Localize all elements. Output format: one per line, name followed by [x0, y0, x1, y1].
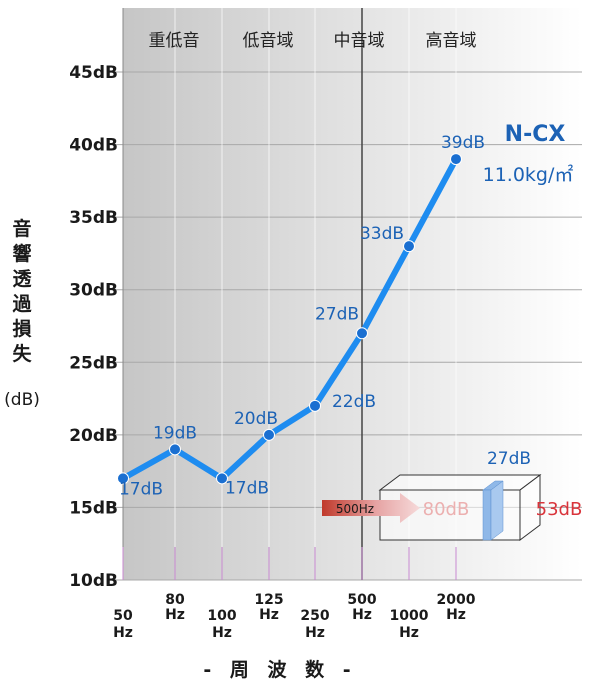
x-tick-label: 125	[254, 592, 283, 608]
y-tick-label: 10dB	[69, 571, 118, 591]
x-axis-label: - 周 波 数 -	[203, 659, 357, 681]
data-point	[263, 428, 275, 441]
box-top-face	[378, 474, 542, 491]
frequency-band-labels: 重低音 低音域 中音域 高音域	[149, 31, 477, 51]
x-tick-unit: Hz	[305, 625, 325, 641]
y-tick-label: 35dB	[69, 208, 118, 228]
y-tick-label: 15dB	[69, 498, 118, 518]
band-label: 中音域	[334, 31, 385, 51]
x-tick-unit: Hz	[259, 607, 279, 623]
data-point	[356, 327, 368, 340]
x-tick-unit: Hz	[399, 625, 419, 641]
x-tick-label: 500	[347, 592, 376, 608]
y-tick-label: 30dB	[69, 281, 118, 301]
x-tick-label: 80	[165, 592, 185, 608]
x-tick-unit: Hz	[113, 625, 133, 641]
data-label: 22dB	[332, 392, 376, 412]
gridlines	[115, 8, 582, 581]
y-axis-label-char: 音	[12, 218, 32, 240]
y-tick-label: 40dB	[69, 136, 118, 156]
x-tick-label: 100	[207, 608, 236, 624]
x-tick-label: 50	[113, 608, 133, 624]
y-tick-label: 25dB	[69, 353, 118, 373]
band-label: 重低音	[149, 31, 200, 51]
x-tick-unit: Hz	[212, 625, 232, 641]
data-label: 19dB	[153, 423, 197, 443]
band-label: 高音域	[426, 31, 477, 51]
data-label: 27dB	[315, 304, 359, 324]
y-tick-label: 45dB	[69, 63, 118, 83]
y-axis-label-char: 損	[12, 318, 32, 340]
data-point	[309, 399, 321, 412]
data-point	[450, 153, 462, 166]
data-point	[216, 472, 228, 485]
inset-result-level: 53dB	[536, 499, 583, 520]
series-line	[120, 156, 459, 482]
y-axis-label-char: 失	[12, 343, 32, 365]
inset-source-label: 500Hz	[336, 502, 374, 516]
x-tick-unit: Hz	[352, 607, 372, 623]
x-tick-label: 1000	[390, 608, 429, 624]
series-n-cx: 17dB 19dB 17dB 20dB 22dB 27dB 33dB 39dB N-CX 11.0…	[117, 122, 574, 499]
data-point	[169, 443, 181, 456]
data-label: 33dB	[360, 224, 404, 244]
sound-arrow	[322, 493, 420, 523]
series-name: N-CX	[505, 122, 566, 147]
x-tick-unit: Hz	[446, 607, 466, 623]
inset-source-level: 80dB	[423, 499, 470, 520]
y-axis-unit-label: (dB)	[4, 390, 40, 410]
y-axis-label-char: 透	[12, 268, 32, 290]
band-label: 低音域	[243, 31, 294, 51]
axis-ticks: 10dB15dB20dB25dB30dB35dB40dB45dB50Hz80Hz…	[69, 63, 476, 641]
data-label: 39dB	[441, 133, 485, 153]
x-tick-label: 250	[300, 608, 329, 624]
x-tick-label: 2000	[437, 592, 476, 608]
data-label: 17dB	[119, 479, 163, 499]
data-label: 20dB	[234, 409, 278, 429]
y-tick-label: 20dB	[69, 426, 118, 446]
panel-front	[482, 489, 492, 541]
transmission-inset-diagram: 500Hz 80dB 27dB 53dB	[322, 449, 583, 541]
series-subtitle: 11.0kg/㎡	[483, 163, 574, 186]
x-tick-unit: Hz	[165, 607, 185, 623]
data-label: 17dB	[225, 478, 269, 498]
y-axis-label-char: 過	[12, 293, 32, 315]
y-axis-label-char: 響	[12, 243, 32, 265]
inset-panel-loss: 27dB	[487, 449, 531, 469]
data-point	[403, 240, 415, 253]
data-point	[117, 472, 129, 485]
panel-side	[490, 480, 504, 541]
